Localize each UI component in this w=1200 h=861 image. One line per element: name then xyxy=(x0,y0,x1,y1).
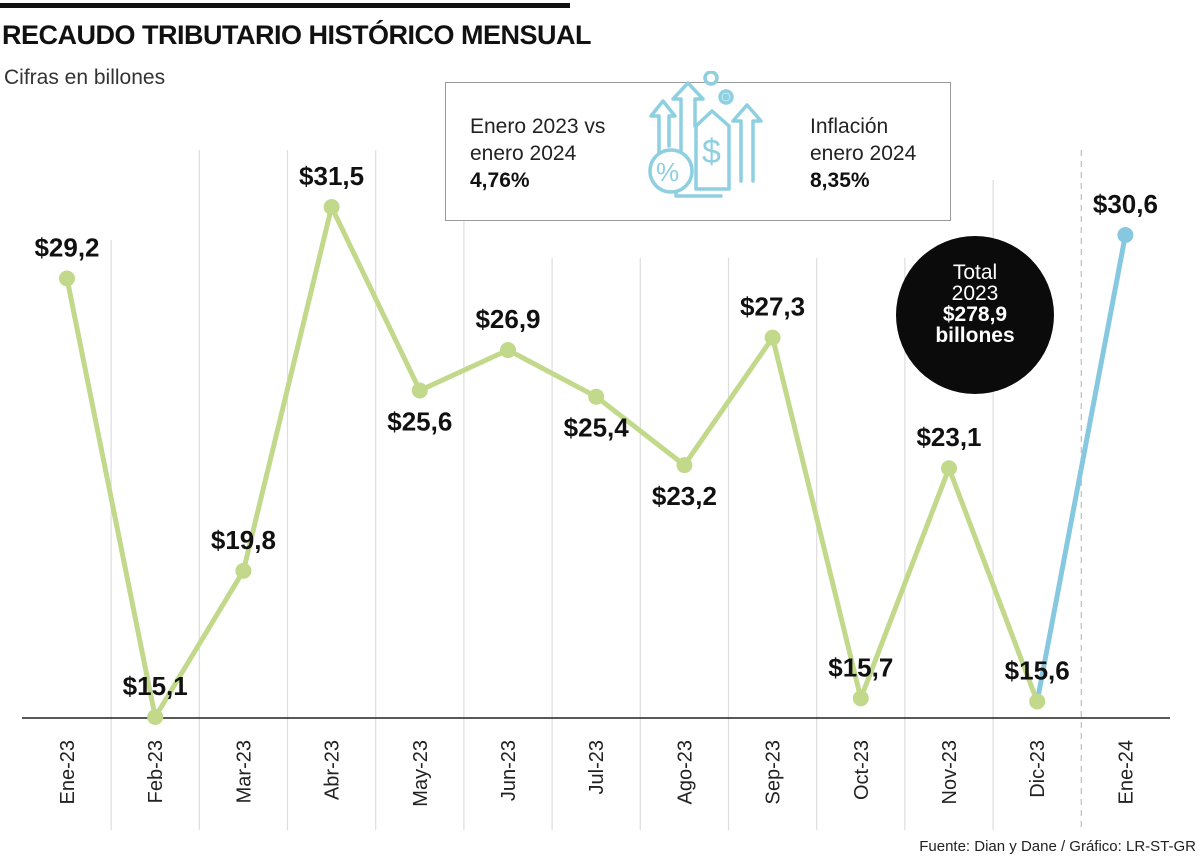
yoy-value: 4,76% xyxy=(470,169,530,192)
x-tick-oct-23: Oct-23 xyxy=(851,740,873,800)
yoy-label-line2: enero 2024 xyxy=(470,142,577,165)
inflation-info: Inflación enero 2024 8,35% xyxy=(810,113,916,194)
data-point-feb-23 xyxy=(147,709,164,725)
info-box: Enero 2023 vs enero 2024 4,76% $ % Infla… xyxy=(445,71,951,221)
series-line-2024 xyxy=(1034,232,1128,704)
data-label-feb-23: $15,1 xyxy=(123,671,188,701)
x-tick-ene-23: Ene-23 xyxy=(57,740,79,805)
data-label-sep-23: $27,3 xyxy=(740,292,805,322)
data-point-sep-23 xyxy=(764,329,781,346)
data-label-ene-23: $29,2 xyxy=(34,233,99,263)
x-tick-jun-23: Jun-23 xyxy=(498,740,520,801)
inflation-label-line1: Inflación xyxy=(810,115,889,138)
data-point-ago-23 xyxy=(676,457,693,474)
data-label-dic-23: $15,6 xyxy=(1005,655,1070,685)
x-tick-abr-23: Abr-23 xyxy=(322,740,344,800)
data-point-jul-23 xyxy=(588,388,605,405)
data-point-abr-23 xyxy=(323,199,340,215)
data-label-jul-23: $25,4 xyxy=(564,413,630,443)
data-point-may-23 xyxy=(411,382,428,399)
inflation-value: 8,35% xyxy=(810,169,870,192)
x-tick-ago-23: Ago-23 xyxy=(674,740,696,805)
chart-subtitle: Cifras en billones xyxy=(4,66,166,89)
total-amount: $278,9 xyxy=(942,303,1008,326)
svg-text:%: % xyxy=(656,157,679,187)
data-label-jun-23: $26,9 xyxy=(475,304,540,334)
data-point-ene-24 xyxy=(1117,226,1134,243)
svg-text:$: $ xyxy=(702,133,721,171)
x-tick-nov-23: Nov-23 xyxy=(939,740,961,804)
data-label-nov-23: $23,1 xyxy=(916,422,981,452)
total-line1: Total xyxy=(952,261,998,284)
x-tick-feb-23: Feb-23 xyxy=(145,740,167,803)
x-tick-sep-23: Sep-23 xyxy=(763,740,785,805)
chart-title: RECAUDO TRIBUTARIO HISTÓRICO MENSUAL xyxy=(2,20,592,50)
data-point-dic-23 xyxy=(1029,693,1046,710)
series-line-2023 xyxy=(64,204,1040,720)
inflation-label-line2: enero 2024 xyxy=(810,142,917,165)
data-point-jun-23 xyxy=(500,342,516,359)
data-label-abr-23: $31,5 xyxy=(299,161,364,191)
top-rule xyxy=(0,3,570,8)
yoy-comparison: Enero 2023 vs enero 2024 4,76% xyxy=(470,113,605,194)
x-tick-ene-24: Ene-24 xyxy=(1115,740,1137,805)
data-label-ago-23: $23,2 xyxy=(652,481,717,511)
total-unit: billones xyxy=(935,324,1015,347)
total-2023-badge: Total 2023 $278,9 billones xyxy=(896,236,1054,394)
x-tick-mar-23: Mar-23 xyxy=(233,740,255,803)
data-label-oct-23: $15,7 xyxy=(828,652,893,682)
x-tick-may-23: May-23 xyxy=(410,740,432,807)
yoy-label-line1: Enero 2023 vs xyxy=(470,115,606,138)
data-label-mar-23: $19,8 xyxy=(211,525,276,555)
total-line2: 2023 xyxy=(951,282,999,305)
data-point-mar-23 xyxy=(235,562,252,579)
x-tick-jul-23: Jul-23 xyxy=(586,740,608,794)
x-tick-dic-23: Dic-23 xyxy=(1027,740,1049,798)
tax-growth-icon: $ % xyxy=(648,71,763,198)
data-label-ene-24: $30,6 xyxy=(1093,189,1158,219)
data-point-nov-23 xyxy=(941,460,957,477)
data-label-may-23: $25,6 xyxy=(387,406,452,436)
data-point-oct-23 xyxy=(852,690,869,707)
source-note: Fuente: Dian y Dane / Gráfico: LR-ST-GR xyxy=(919,838,1196,855)
data-point-ene-23 xyxy=(59,270,75,287)
